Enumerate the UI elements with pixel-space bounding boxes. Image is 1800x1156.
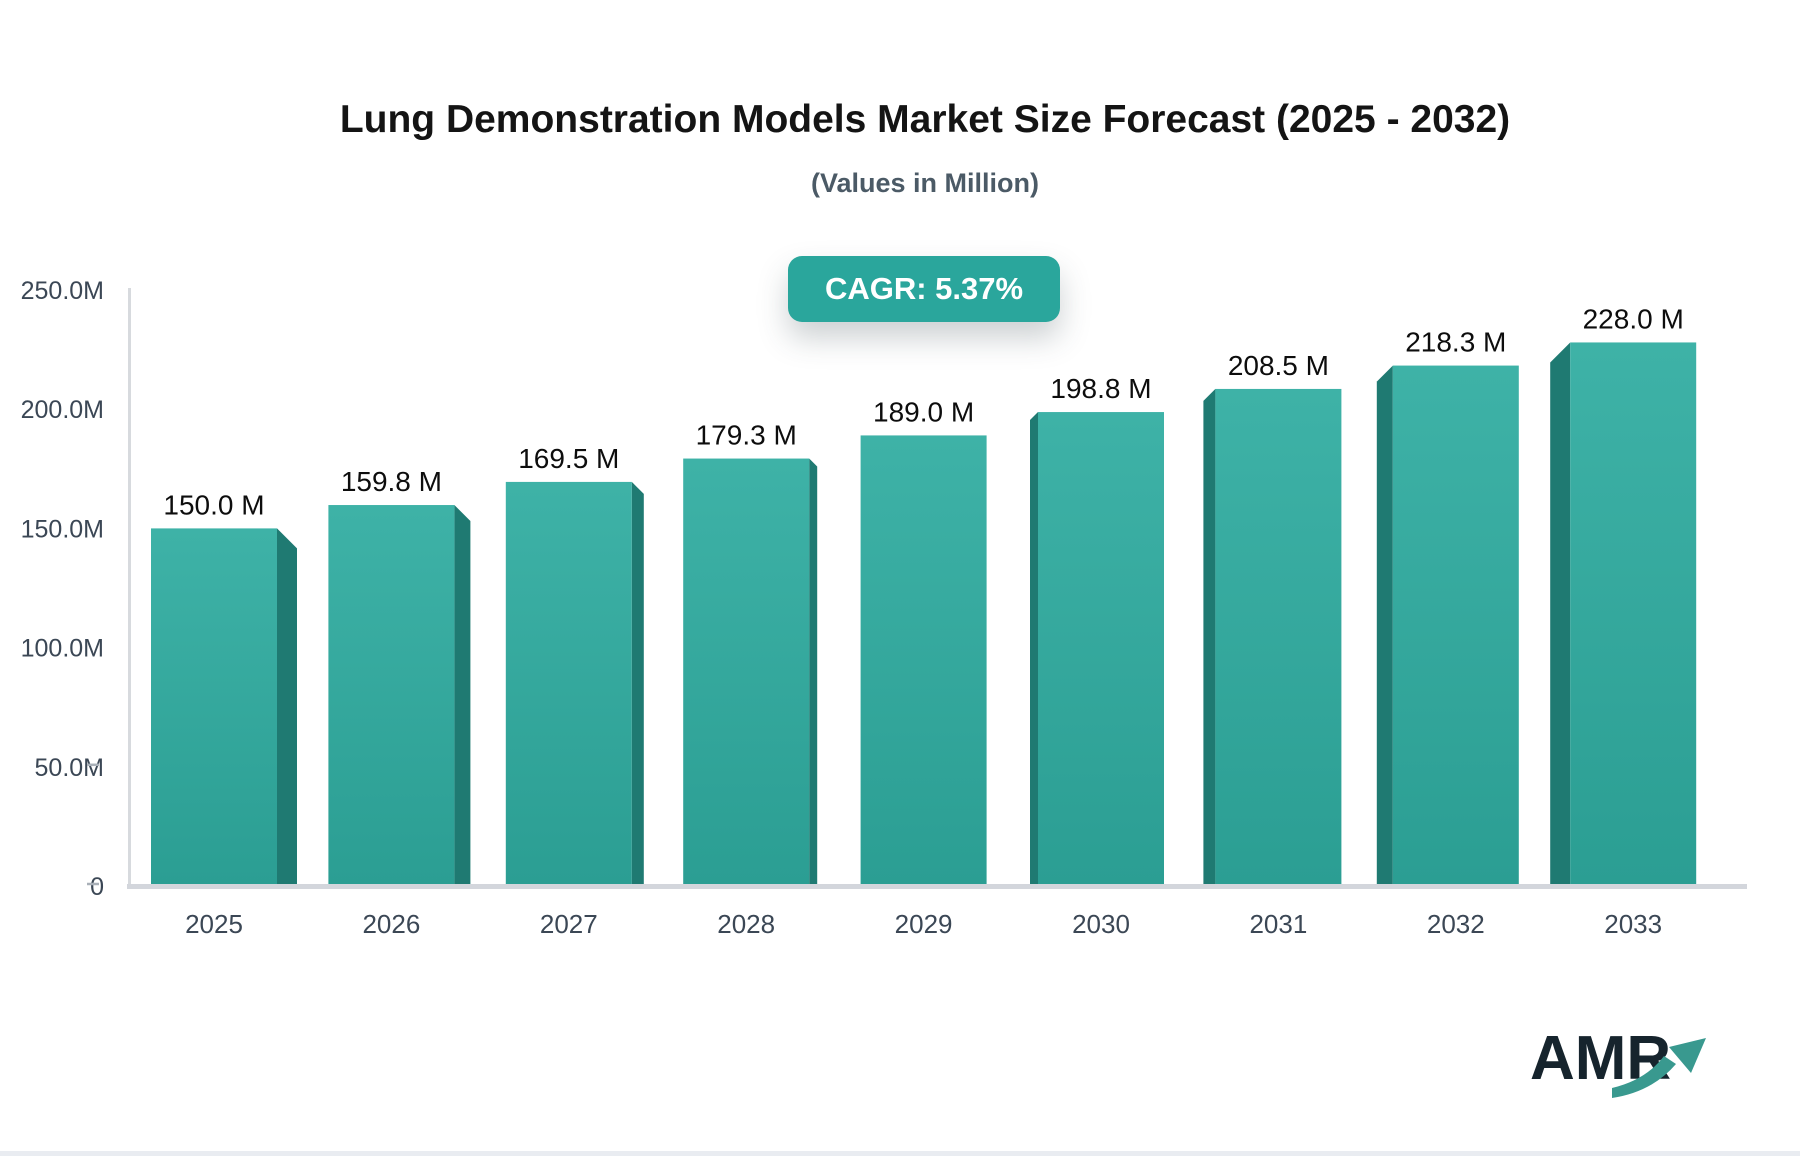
y-tick-label: 150.0M [21, 515, 104, 543]
bar [860, 435, 987, 884]
bar-side-face [1203, 388, 1216, 884]
growth-arrow-icon [1612, 1038, 1706, 1098]
x-tick-label: 2032 [1427, 909, 1485, 939]
bar-side-face [1376, 365, 1393, 884]
bar [151, 528, 277, 884]
bar-group-2027: 169.5 M 2027 [505, 443, 644, 939]
bar-side-face [809, 458, 818, 884]
chart-title: Lung Demonstration Models Market Size Fo… [339, 98, 1511, 141]
bar [1215, 388, 1342, 884]
bar-side-face [454, 505, 471, 884]
cagr-badge: CAGR: 5.37% [788, 256, 1060, 322]
bar-value-label: 198.8 M [1050, 373, 1151, 404]
bar [328, 505, 455, 884]
bar-group-2029: 189.0 M 2029 [860, 396, 987, 939]
bar-group-2031: 208.5 M 2031 [1203, 350, 1342, 939]
cagr-badge-label: CAGR: 5.37% [824, 271, 1024, 306]
bar-value-label: 228.0 M [1583, 303, 1684, 334]
bar-group-2026: 159.8 M 2026 [328, 466, 471, 939]
bar-group-2025: 150.0 M 2025 [151, 489, 297, 939]
x-tick-label: 2026 [362, 909, 420, 939]
bar-value-label: 218.3 M [1405, 327, 1506, 358]
bar-value-label: 159.8 M [341, 466, 442, 497]
y-axis-line [128, 288, 131, 886]
bar-value-label: 150.0 M [163, 489, 264, 520]
x-tick-label: 2030 [1072, 909, 1130, 939]
bar-side-face [1550, 342, 1571, 884]
bar-group-2030: 198.8 M 2030 [1030, 373, 1164, 939]
bar [1392, 365, 1519, 884]
y-tick-label: 200.0M [21, 396, 104, 424]
bar-value-label: 208.5 M [1228, 350, 1329, 381]
amr-logo: AMR [1520, 1028, 1735, 1108]
y-tick-label: 50.0M [35, 754, 104, 782]
bar-side-face [631, 481, 644, 884]
x-tick-label: 2029 [895, 909, 953, 939]
bar-side-face [1030, 412, 1038, 884]
y-tick-label: 100.0M [21, 635, 104, 663]
bar-side-face [277, 528, 297, 884]
bar [1038, 412, 1164, 884]
bar-group-2028: 179.3 M 2028 [683, 420, 818, 939]
x-tick-label: 2025 [185, 909, 243, 939]
bar [683, 458, 810, 884]
bar-value-label: 189.0 M [873, 396, 974, 427]
y-tick-label: 0 [90, 873, 104, 901]
x-axis-line [127, 884, 1747, 889]
bar [505, 481, 632, 884]
x-tick-label: 2031 [1249, 909, 1307, 939]
bar-group-2032: 218.3 M 2032 [1376, 327, 1519, 939]
bar-group-2033: 228.0 M 2033 [1550, 303, 1697, 939]
x-tick-label: 2033 [1604, 909, 1662, 939]
y-tick-label: 250.0M [21, 277, 104, 305]
bar-value-label: 179.3 M [696, 420, 797, 451]
x-tick-label: 2028 [717, 909, 775, 939]
chart-subtitle: (Values in Million) [810, 168, 1040, 198]
bar-value-label: 169.5 M [518, 443, 619, 474]
x-tick-label: 2027 [540, 909, 598, 939]
bar [1570, 342, 1697, 884]
